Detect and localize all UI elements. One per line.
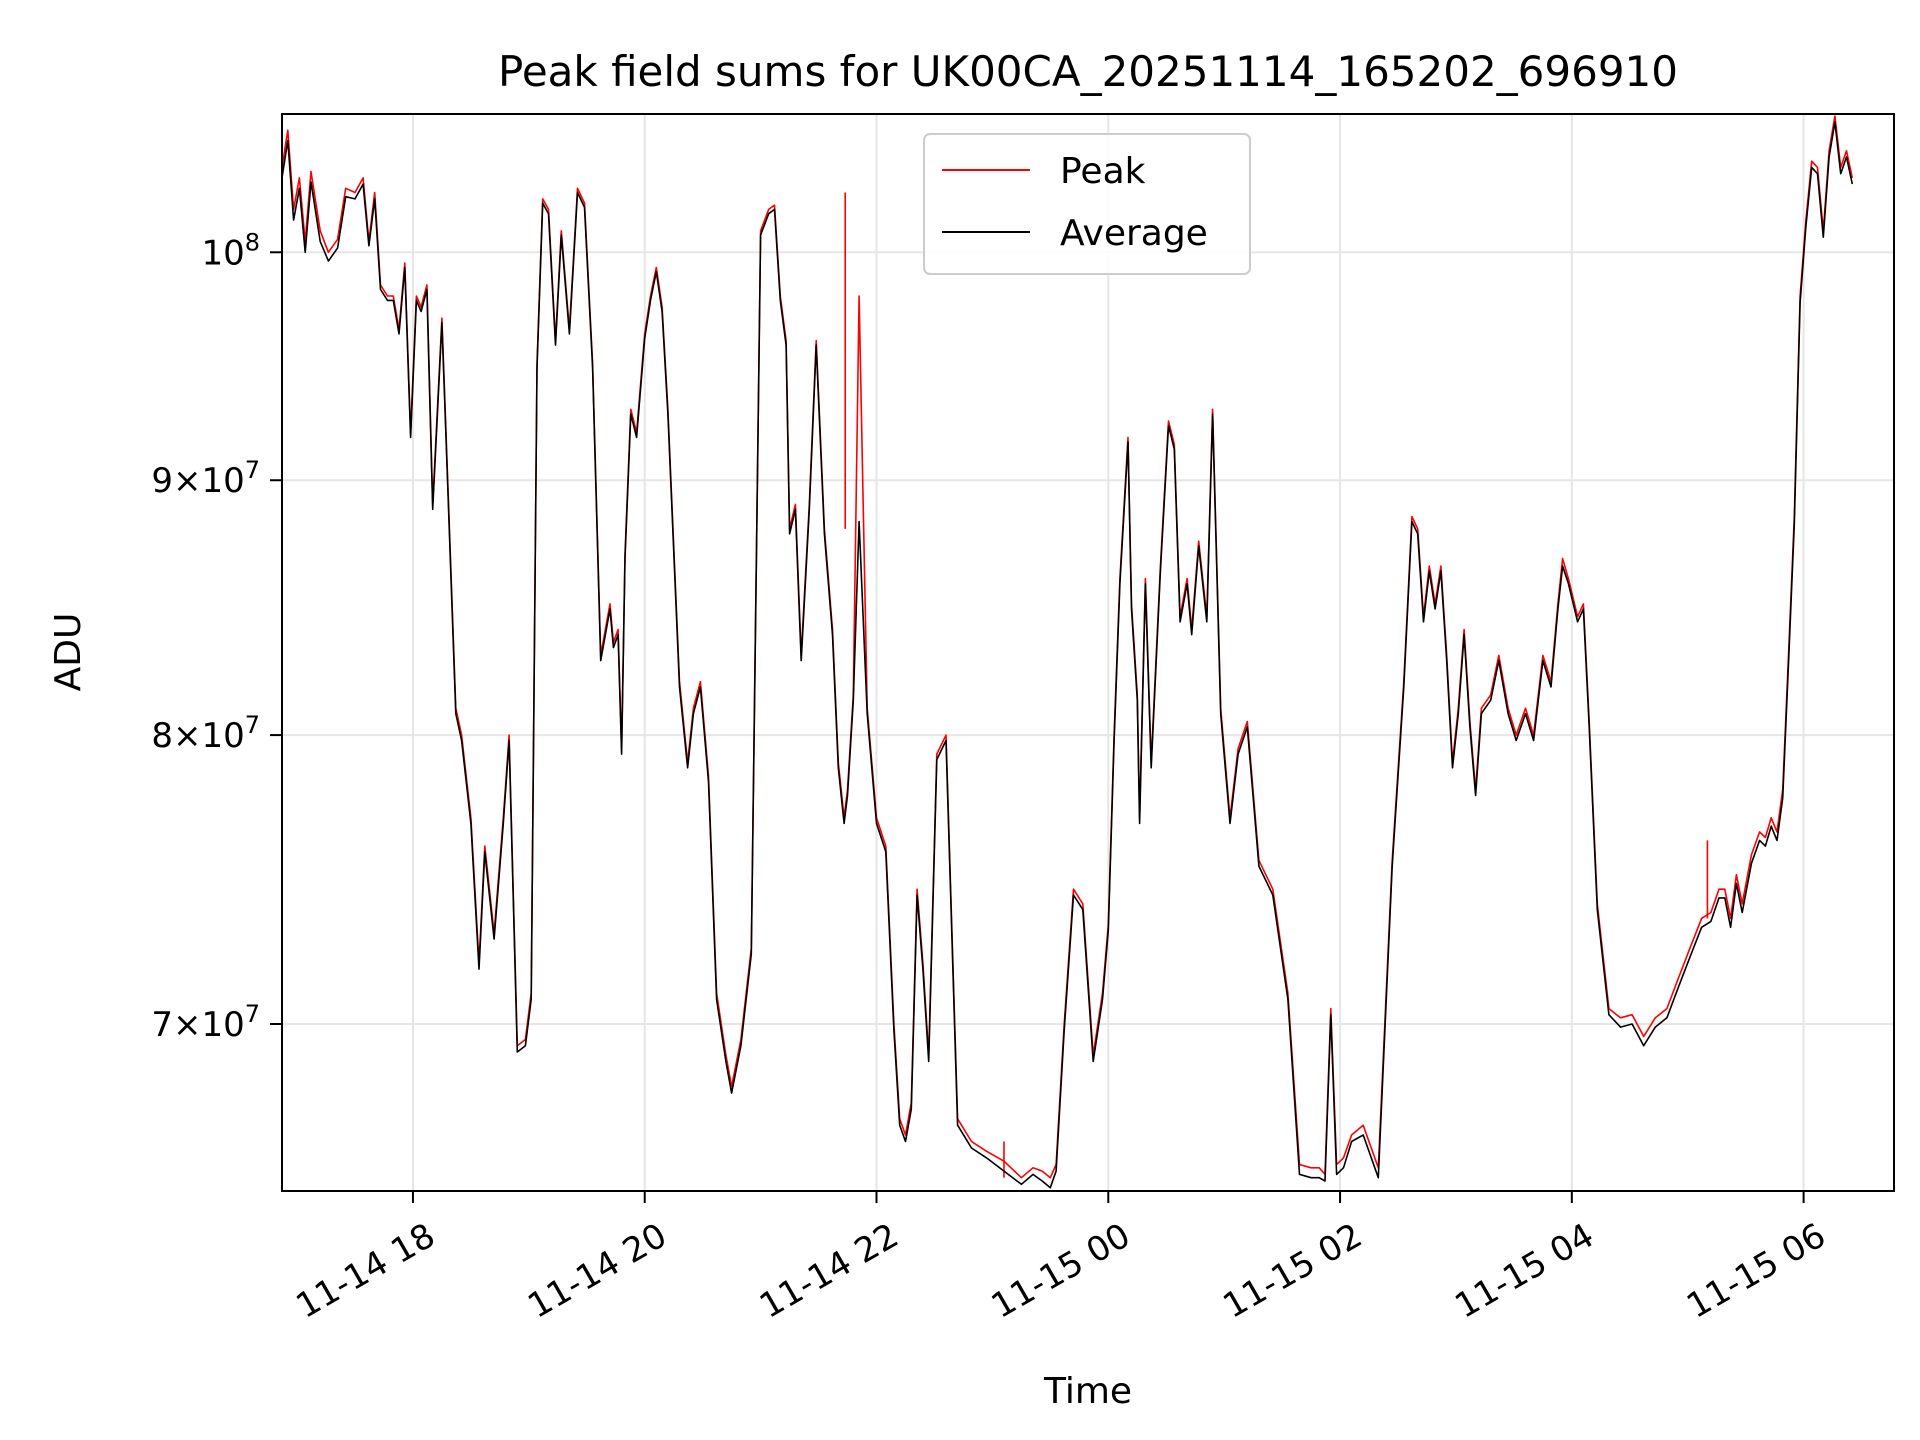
y-tick-label: 108 [201, 228, 260, 273]
grid-layer [282, 114, 1894, 1191]
chart-title: Peak field sums for UK00CA_20251114_1652… [498, 47, 1678, 96]
y-tick-label: 7×107 [151, 1000, 260, 1045]
x-axis-title: Time [1043, 1371, 1132, 1412]
x-tick-label: 11-14 22 [753, 1216, 905, 1327]
x-tick-label: 11-15 04 [1448, 1216, 1600, 1327]
y-tick-label: 9×107 [151, 456, 260, 501]
x-tick-label: 11-14 20 [521, 1216, 673, 1327]
x-tick-label: 11-14 18 [289, 1216, 441, 1327]
series-line-peak [281, 115, 1854, 1179]
x-tick-label: 11-15 06 [1680, 1216, 1832, 1327]
legend-label-average: Average [1060, 213, 1208, 254]
series-layer [281, 115, 1854, 1189]
legend-label-peak: Peak [1060, 151, 1146, 192]
y-tick-label: 8×107 [151, 711, 260, 756]
series-line-average [281, 121, 1854, 1189]
x-tick-label: 11-15 00 [985, 1216, 1137, 1327]
plot-frame [281, 113, 1895, 1192]
x-tick-label: 11-15 02 [1217, 1216, 1369, 1327]
y-axis-title: ADU [48, 613, 89, 692]
legend: Peak Average [923, 133, 1251, 275]
